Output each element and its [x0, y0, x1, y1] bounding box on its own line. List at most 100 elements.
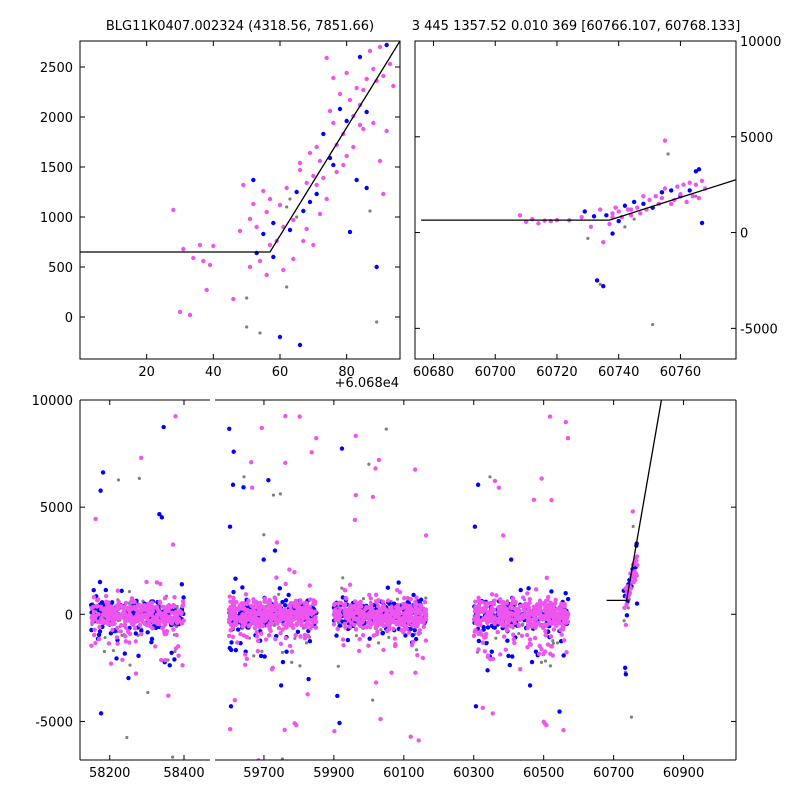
data-point [169, 619, 175, 625]
data-point [243, 592, 249, 597]
data-point [311, 601, 316, 607]
data-point [300, 616, 306, 621]
data-point [252, 654, 256, 658]
data-point [350, 604, 355, 610]
data-point [543, 632, 548, 638]
data-point [343, 625, 348, 630]
y-tick-label: 2000 [40, 111, 73, 126]
data-point [174, 632, 179, 638]
data-point [353, 433, 358, 439]
data-point [536, 221, 541, 226]
data-point [346, 613, 351, 619]
data-point [266, 477, 271, 483]
data-point [309, 608, 314, 613]
data-point [533, 616, 539, 622]
y-tick-label: -5000 [35, 715, 73, 730]
data-point [634, 558, 639, 563]
data-point [123, 600, 129, 606]
data-point [91, 587, 96, 593]
data-point [339, 446, 345, 451]
data-point [254, 224, 259, 230]
data-point [114, 656, 119, 661]
data-point [622, 605, 627, 611]
data-point [89, 643, 94, 648]
data-point [384, 608, 390, 614]
data-point [180, 663, 185, 668]
data-point [308, 597, 313, 602]
data-point [384, 42, 389, 48]
data-point [516, 622, 521, 627]
data-point [119, 588, 124, 594]
data-point [380, 599, 386, 604]
data-point [549, 497, 554, 503]
data-point [181, 618, 186, 623]
data-point [304, 180, 309, 186]
data-point [354, 85, 359, 91]
data-point [369, 602, 374, 607]
data-point [158, 581, 163, 587]
data-point [630, 509, 636, 514]
data-point [338, 606, 343, 611]
data-point [97, 629, 103, 634]
data-point [417, 628, 422, 633]
data-point [114, 635, 120, 640]
data-point [139, 628, 144, 633]
data-point [631, 199, 637, 205]
data-point [180, 599, 186, 604]
data-point [172, 595, 177, 600]
data-point [165, 619, 171, 624]
data-point [247, 622, 253, 628]
data-point [518, 667, 523, 672]
data-point [145, 630, 150, 635]
data-point [159, 515, 165, 520]
data-point [507, 611, 512, 616]
data-point [369, 611, 374, 616]
data-point [557, 611, 562, 616]
data-point [482, 649, 488, 654]
data-point [278, 683, 284, 688]
data-point [293, 598, 299, 604]
data-point [244, 656, 250, 662]
data-point [353, 627, 359, 632]
data-point [297, 414, 302, 419]
data-point [162, 622, 168, 628]
data-point [267, 601, 273, 606]
data-point [687, 180, 692, 185]
data-point [668, 201, 674, 207]
data-point [544, 722, 549, 728]
data-point [553, 623, 558, 628]
data-point [384, 614, 389, 619]
data-point [342, 611, 348, 616]
data-point [242, 662, 248, 668]
data-point [391, 83, 396, 89]
data-point [247, 264, 253, 270]
data-point [306, 676, 311, 682]
data-point [543, 659, 548, 663]
data-point [513, 600, 518, 605]
data-point [539, 660, 544, 665]
x-tick-label: 60100 [383, 766, 424, 781]
data-point [414, 648, 419, 652]
x-tick-label: 60900 [663, 766, 704, 781]
data-point [503, 647, 508, 652]
data-point [496, 609, 502, 614]
data-point [527, 600, 532, 606]
data-point [137, 615, 142, 620]
data-point [349, 614, 355, 619]
data-point [626, 606, 630, 610]
data-point [371, 66, 376, 72]
data-point [622, 665, 628, 671]
x-tick-label: 60300 [453, 766, 494, 781]
data-point [550, 605, 555, 610]
data-point [610, 211, 615, 216]
data-point [307, 583, 312, 588]
data-point [496, 618, 501, 624]
data-point [335, 626, 340, 632]
data-point [258, 611, 263, 616]
data-point [373, 680, 379, 685]
model-line [606, 400, 663, 602]
data-point [280, 599, 285, 605]
data-point [263, 637, 269, 642]
data-point [271, 493, 276, 497]
